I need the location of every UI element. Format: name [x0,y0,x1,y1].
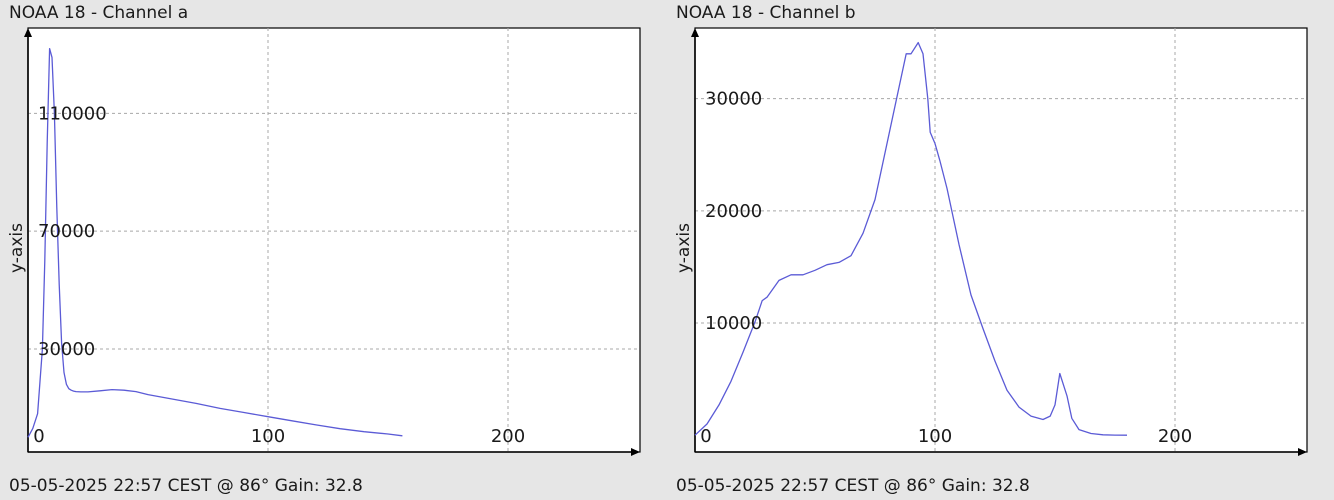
y-tick-label: 20000 [705,201,762,222]
x-tick-label: 0 [33,426,44,447]
plot-area [694,27,1308,453]
x-axis-arrow [631,448,640,456]
chart-channel-b: 0 100 200 10000 20000 30000 y-axis [674,27,1308,456]
series-line [27,47,403,438]
x-axis-arrow [1298,448,1307,456]
capture-info: 05-05-2025 22:57 CEST @ 86° Gain: 32.8 [9,476,363,496]
x-tick-label: 200 [491,426,525,447]
series-line [694,41,1128,436]
y-tick-label: 70000 [38,221,95,242]
capture-info: 05-05-2025 22:57 CEST @ 86° Gain: 32.8 [676,476,1030,496]
chart-panel-channel-b: NOAA 18 - Channel b 0 100 200 10000 20000 300… [667,0,1334,500]
chart-title: NOAA 18 - Channel a [9,3,189,23]
chart-panel-channel-a: NOAA 18 - Channel a 0 100 200 30000 70000 110… [7,3,641,496]
y-tick-label: 30000 [705,89,762,110]
x-tick-label: 200 [1158,426,1192,447]
y-axis-arrow [691,28,699,37]
y-tick-label: 110000 [38,103,107,124]
chart-channel-a: 0 100 200 30000 70000 110000 y-axis [7,27,641,456]
y-axis-label: y-axis [7,223,27,273]
x-tick-label: 0 [700,426,711,447]
x-tick-label: 100 [251,426,285,447]
x-tick-label: 100 [918,426,952,447]
y-axis-label: y-axis [674,223,694,273]
y-axis-arrow [24,28,32,37]
chart-title: NOAA 18 - Channel b [676,3,856,23]
plot-area [27,27,641,453]
y-tick-label: 10000 [705,313,762,334]
y-tick-label: 30000 [38,339,95,360]
